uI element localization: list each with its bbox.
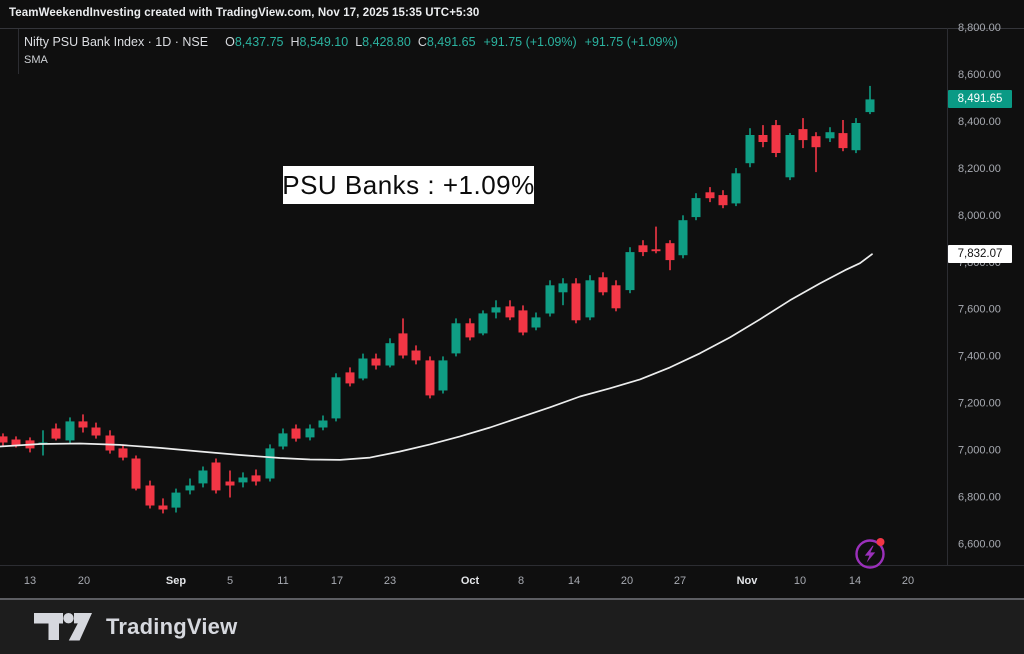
svg-text:27: 27 (674, 575, 686, 587)
low-label: L (355, 35, 363, 49)
low-value: 8,428.80 (362, 35, 411, 49)
svg-text:Sep: Sep (166, 575, 186, 587)
svg-text:8: 8 (518, 575, 524, 587)
svg-text:10: 10 (794, 575, 806, 587)
svg-text:5: 5 (227, 575, 233, 587)
open-value: 8,437.75 (234, 35, 284, 49)
svg-text:7,200.00: 7,200.00 (958, 398, 1001, 410)
svg-text:8,000.00: 8,000.00 (958, 210, 1001, 222)
svg-text:8,800.00: 8,800.00 (958, 22, 1001, 34)
pane-top-border (0, 28, 1024, 29)
attribution-text: TeamWeekendInvesting created with Tradin… (9, 7, 480, 19)
annotation-callout: PSU Banks : +1.09% (282, 166, 534, 204)
time-axis-border (0, 565, 1024, 566)
change-value-repeat: +91.75 (+1.09%) (584, 35, 678, 49)
svg-text:17: 17 (331, 575, 343, 587)
svg-text:7,600.00: 7,600.00 (958, 304, 1001, 316)
legend-border (18, 29, 19, 74)
svg-text:23: 23 (384, 575, 396, 587)
svg-text:8,200.00: 8,200.00 (958, 163, 1001, 175)
tradingview-logo-icon[interactable] (34, 612, 92, 642)
svg-text:7,000.00: 7,000.00 (958, 445, 1001, 457)
high-label: H (290, 35, 300, 49)
svg-text:11: 11 (277, 575, 288, 587)
svg-text:7,400.00: 7,400.00 (958, 351, 1001, 363)
high-value: 8,549.10 (299, 35, 349, 49)
svg-text:Oct: Oct (461, 575, 480, 587)
tradingview-logo-text[interactable]: TradingView (106, 614, 238, 639)
last-price-badge: 8,491.65 (948, 90, 1012, 108)
footer-divider (0, 598, 1024, 600)
svg-text:20: 20 (902, 575, 914, 587)
svg-text:6,800.00: 6,800.00 (958, 492, 1001, 504)
flash-ring (855, 539, 885, 569)
sma-value-badge: 7,832.07 (948, 245, 1012, 263)
open-label: O (225, 35, 235, 49)
svg-text:6,600.00: 6,600.00 (958, 539, 1001, 551)
close-value: 8,491.65 (426, 35, 476, 49)
svg-text:8,400.00: 8,400.00 (958, 116, 1001, 128)
svg-text:Nov: Nov (737, 575, 759, 587)
flash-button[interactable] (849, 531, 891, 573)
candlestick-chart[interactable]: 8,800.00 8,600.00 8,400.00 8,200.00 8,000.00… (0, 0, 1024, 600)
svg-text:20: 20 (621, 575, 633, 587)
sma-indicator-label[interactable]: SMA (24, 54, 48, 66)
lightning-icon (864, 545, 876, 563)
change-value: +91.75 (+1.09%) (483, 35, 577, 49)
svg-text:14: 14 (849, 575, 861, 587)
svg-text:8,600.00: 8,600.00 (958, 69, 1001, 81)
footer-bar: TradingView (0, 600, 1024, 654)
symbol-title[interactable]: Nifty PSU Bank Index · 1D · NSE (24, 35, 209, 49)
svg-text:13: 13 (24, 575, 36, 587)
svg-text:20: 20 (78, 575, 90, 587)
close-label: C (417, 35, 427, 49)
svg-text:14: 14 (568, 575, 580, 587)
chart-legend: Nifty PSU Bank Index · 1D · NSE O8,437.75… (24, 35, 678, 66)
price-axis-border (947, 28, 948, 565)
notification-dot (876, 538, 885, 546)
